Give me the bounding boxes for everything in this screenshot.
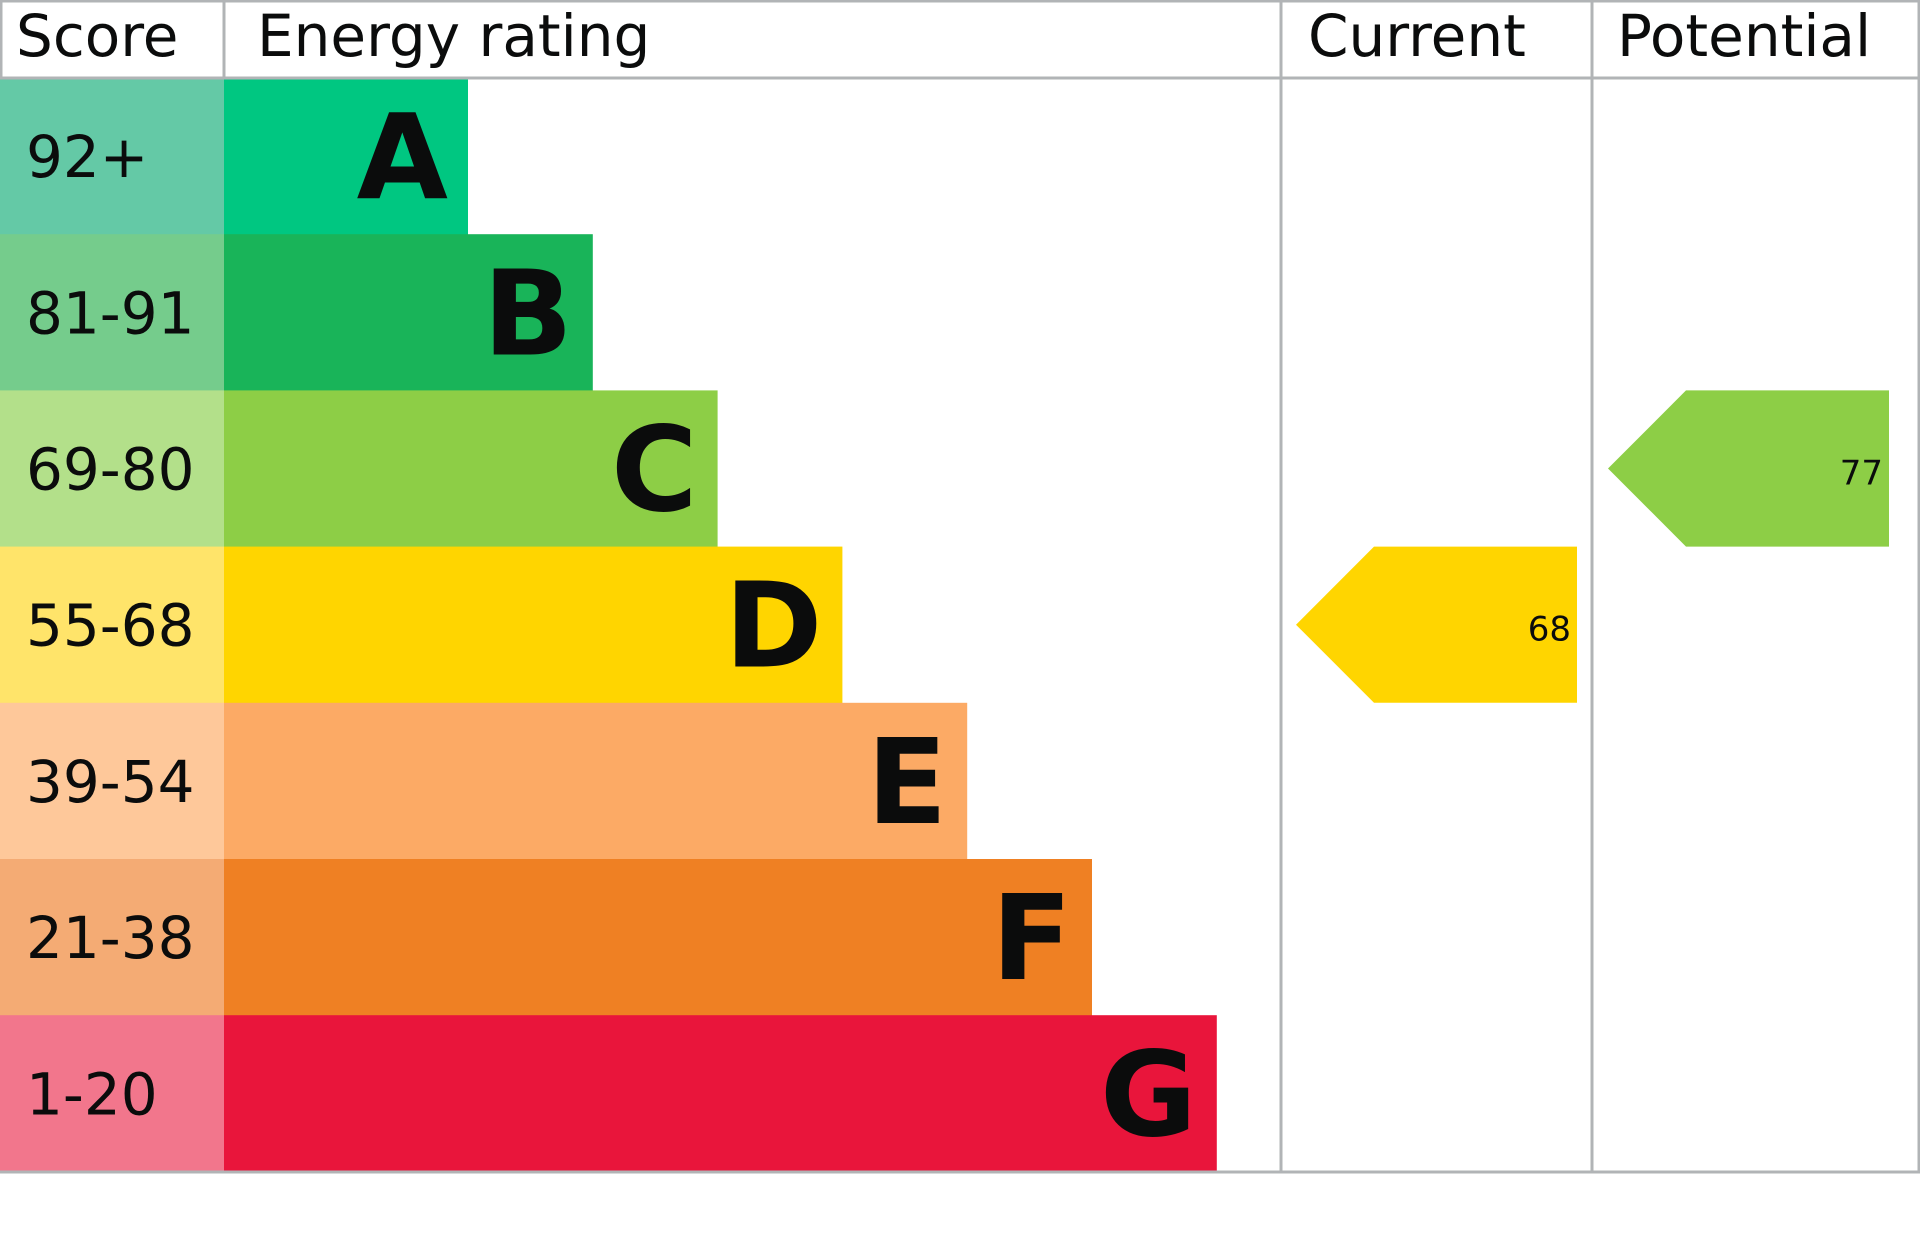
band-row-b: 81-91 B — [0, 234, 593, 391]
score-range: 39-54 — [26, 748, 195, 816]
rating-bar — [224, 390, 718, 548]
rating-letter: A — [357, 88, 448, 226]
current-arrow-shape — [1296, 546, 1577, 703]
band-row-d: 55-68 D — [0, 546, 843, 704]
score-range: 55-68 — [26, 592, 195, 660]
potential-rating-arrow: 77 — [1608, 390, 1889, 547]
score-cell — [0, 1015, 224, 1172]
rating-letter: F — [991, 869, 1072, 1007]
rating-bar — [224, 78, 468, 235]
rating-bar — [224, 546, 843, 704]
rating-letter: C — [611, 401, 698, 539]
band-row-e: 39-54 E — [0, 702, 968, 860]
current-value: 68 — [1528, 610, 1571, 650]
score-range: 92+ — [26, 123, 148, 191]
potential-value: 77 — [1840, 454, 1883, 494]
rating-letter: D — [724, 557, 822, 695]
potential-arrow-shape — [1608, 390, 1889, 547]
score-cell — [0, 859, 224, 1016]
rating-letter: G — [1100, 1025, 1197, 1163]
rating-letter: E — [867, 713, 948, 851]
rating-bar — [224, 702, 968, 860]
score-range: 81-91 — [26, 279, 195, 347]
header-energy-rating: Energy rating — [257, 2, 650, 70]
rating-bar — [224, 1015, 1217, 1172]
current-rating-arrow: 68 — [1296, 546, 1577, 703]
score-range: 21-38 — [26, 904, 195, 972]
header-current: Current — [1308, 2, 1526, 70]
score-cell — [0, 546, 224, 704]
rating-bar — [224, 234, 593, 391]
rating-bar — [224, 859, 1092, 1016]
band-row-c: 69-80 C — [0, 390, 718, 548]
score-range: 1-20 — [26, 1060, 158, 1128]
band-row-f: 21-38 F — [0, 859, 1092, 1016]
score-range: 69-80 — [26, 436, 195, 504]
band-row-a: 92+ A — [0, 78, 468, 235]
band-row-g: 1-20 G — [0, 1015, 1217, 1172]
rating-letter: B — [483, 244, 573, 382]
header-potential: Potential — [1617, 2, 1871, 70]
score-cell — [0, 234, 224, 391]
score-cell — [0, 78, 224, 235]
header-score: Score — [16, 2, 178, 70]
score-cell — [0, 702, 224, 860]
score-cell — [0, 390, 224, 548]
